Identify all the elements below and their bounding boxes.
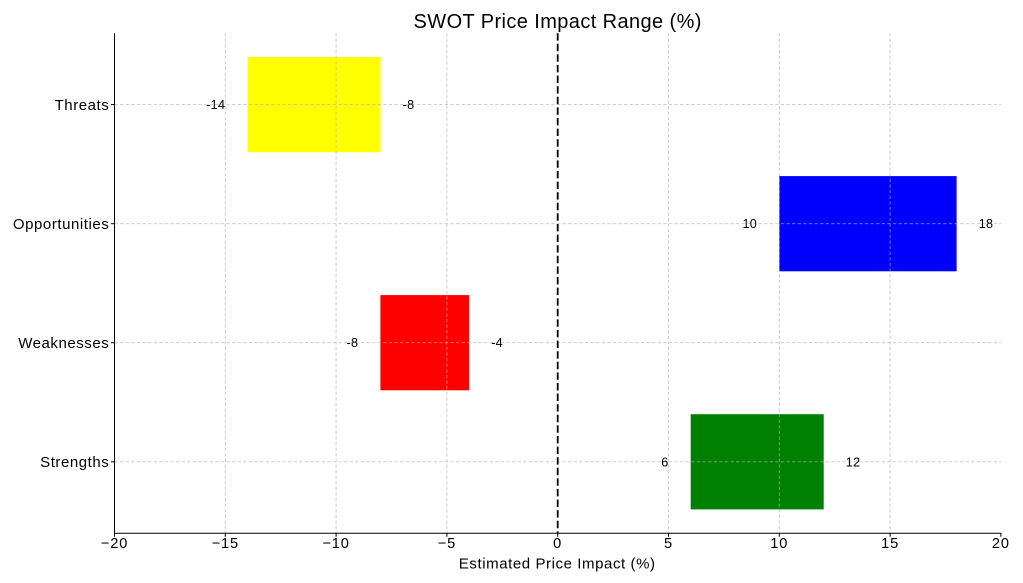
svg-text:Strengths: Strengths [40, 454, 109, 471]
svg-text:−10: −10 [322, 536, 349, 552]
svg-text:0: 0 [553, 536, 562, 552]
svg-text:−20: −20 [101, 536, 128, 552]
svg-text:-8: -8 [346, 336, 358, 350]
svg-text:18: 18 [979, 217, 994, 231]
svg-text:−15: −15 [212, 536, 239, 552]
svg-text:20: 20 [992, 536, 1010, 552]
svg-text:5: 5 [664, 536, 673, 552]
svg-text:Estimated Price Impact (%): Estimated Price Impact (%) [459, 555, 656, 572]
svg-text:10: 10 [770, 536, 788, 552]
svg-text:10: 10 [742, 217, 757, 231]
svg-text:-8: -8 [403, 98, 415, 112]
svg-text:-14: -14 [206, 98, 225, 112]
svg-text:Weaknesses: Weaknesses [18, 335, 109, 352]
svg-text:SWOT Price Impact Range (%): SWOT Price Impact Range (%) [414, 11, 702, 33]
svg-text:-4: -4 [491, 336, 503, 350]
svg-text:12: 12 [846, 455, 861, 469]
svg-text:Opportunities: Opportunities [13, 216, 109, 233]
svg-text:15: 15 [881, 536, 899, 552]
svg-text:6: 6 [661, 455, 668, 469]
svg-text:Threats: Threats [55, 97, 110, 114]
svg-text:−5: −5 [438, 536, 456, 552]
